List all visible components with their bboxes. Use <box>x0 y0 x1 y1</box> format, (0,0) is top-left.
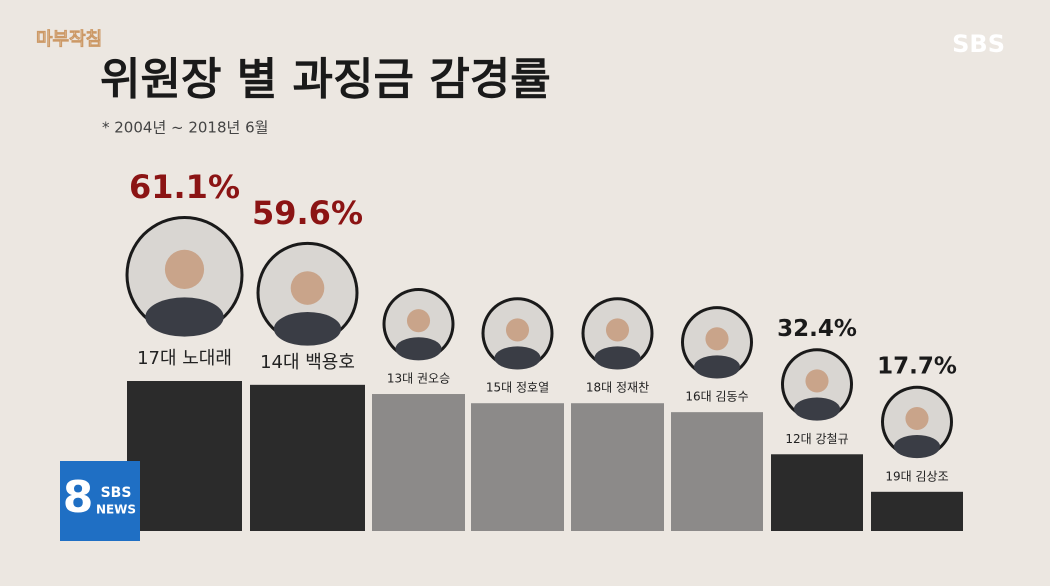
portrait-suit <box>395 337 442 361</box>
news-logo-word: NEWS <box>96 503 136 517</box>
bar <box>471 403 564 531</box>
program-logo: 마부작침 <box>36 29 102 50</box>
portrait-face <box>805 369 829 393</box>
portrait-suit <box>494 346 541 370</box>
value-label: 59.6% <box>252 194 363 232</box>
category-label: 16대 김동수 <box>685 390 748 404</box>
portrait-face <box>290 271 325 305</box>
chart-title: 위원장 별 과징금 감경률 <box>100 54 551 105</box>
chart-subtitle: * 2004년 ~ 2018년 6월 <box>102 119 268 137</box>
category-label: 12대 강철규 <box>785 432 848 446</box>
news-logo-number: 8 <box>63 472 94 523</box>
value-label: 61.1% <box>129 168 240 206</box>
value-label: 32.4% <box>777 316 857 342</box>
portrait-face <box>905 406 929 431</box>
category-label: 13대 권오승 <box>387 372 450 386</box>
portrait-face <box>605 318 630 342</box>
portrait-face <box>406 309 431 333</box>
category-label: 18대 정재찬 <box>586 380 649 395</box>
bar <box>127 381 242 531</box>
bar <box>250 384 365 531</box>
bar <box>771 454 863 531</box>
bar <box>871 491 963 531</box>
portrait-suit <box>793 397 841 421</box>
bar <box>372 394 465 531</box>
category-label: 15대 정호열 <box>486 381 549 395</box>
news-logo-box <box>60 461 140 541</box>
portrait-suit <box>594 346 641 370</box>
bar <box>571 403 664 531</box>
news-logo: 8 SBS NEWS <box>60 461 140 541</box>
portrait-face <box>164 249 205 289</box>
category-label: 17대 노대래 <box>137 348 232 369</box>
portrait-suit <box>893 435 941 459</box>
portrait-face <box>505 318 530 342</box>
portrait-suit <box>693 355 741 379</box>
bar <box>671 412 763 531</box>
value-label: 17.7% <box>877 353 957 379</box>
news-logo-network: SBS <box>101 485 132 501</box>
category-label: 14대 백용호 <box>260 352 355 373</box>
category-label: 19대 김상조 <box>885 469 948 483</box>
portrait-face <box>705 327 729 351</box>
network-logo: SBS <box>952 30 1005 58</box>
portrait-suit <box>273 312 342 346</box>
portrait-suit <box>145 297 224 337</box>
